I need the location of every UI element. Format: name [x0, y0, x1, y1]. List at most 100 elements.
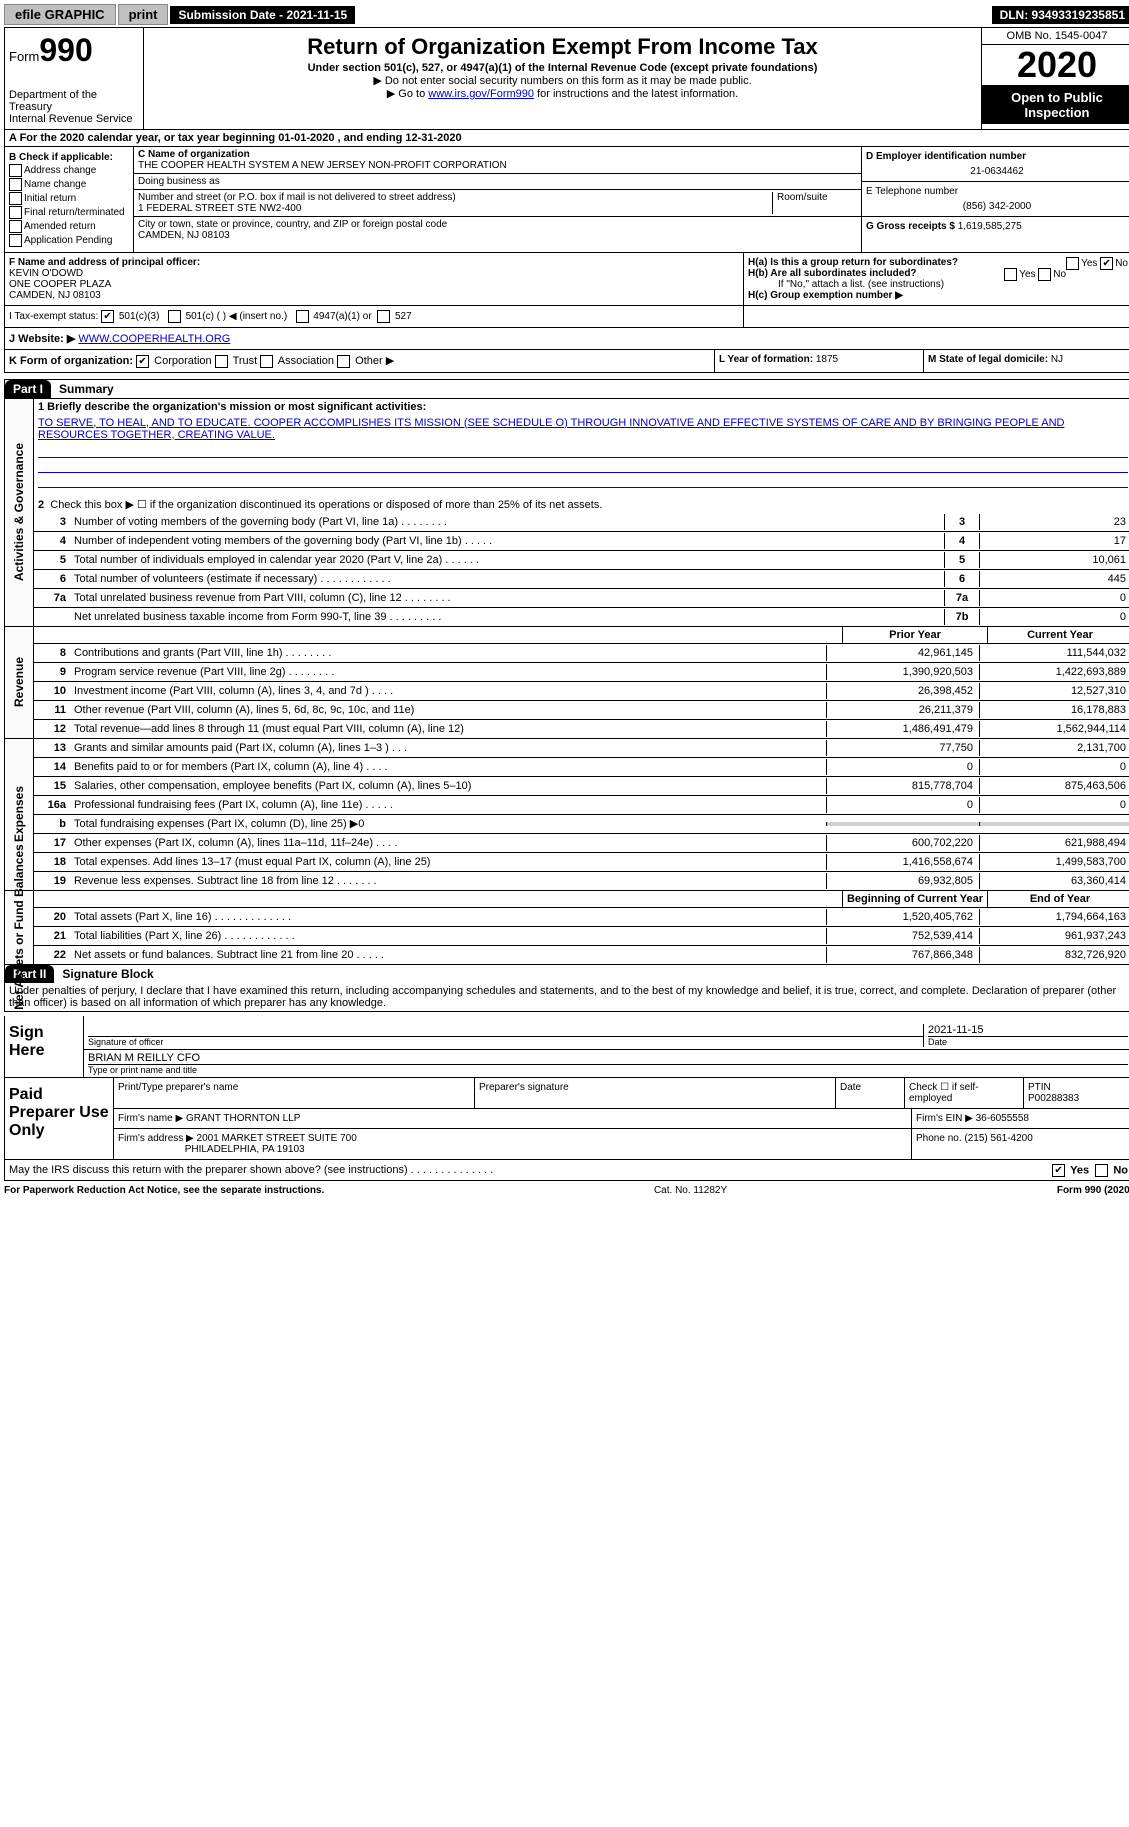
- checkbox-other[interactable]: [337, 355, 350, 368]
- current-year-header: Current Year: [987, 627, 1129, 643]
- checkbox-hb-yes[interactable]: [1004, 268, 1017, 281]
- ptin-value: P00288383: [1028, 1093, 1079, 1104]
- table-row: 14Benefits paid to or for members (Part …: [34, 758, 1129, 777]
- officer-name: KEVIN O'DOWD: [9, 268, 739, 279]
- omb-number: OMB No. 1545-0047: [982, 28, 1129, 45]
- sig-officer-label: Signature of officer: [88, 1037, 923, 1047]
- firm-addr-label: Firm's address ▶: [118, 1133, 194, 1144]
- checkbox-501c3[interactable]: [101, 310, 114, 323]
- side-label-gov: Activities & Governance: [5, 399, 34, 626]
- subtitle-3: ▶ Go to www.irs.gov/Form990 for instruct…: [148, 87, 977, 100]
- table-row: 20Total assets (Part X, line 16) . . . .…: [34, 908, 1129, 927]
- checkbox-ha-no[interactable]: [1100, 257, 1113, 270]
- table-row: 11Other revenue (Part VIII, column (A), …: [34, 701, 1129, 720]
- paid-preparer-label: Paid Preparer Use Only: [5, 1078, 113, 1159]
- checkbox-501c[interactable]: [168, 310, 181, 323]
- box-h: H(a) Is this a group return for subordin…: [744, 253, 1129, 305]
- table-row: 3Number of voting members of the governi…: [34, 513, 1129, 532]
- gross-receipts: 1,619,585,275: [958, 221, 1022, 232]
- ein-value: 21-0634462: [866, 166, 1128, 177]
- checkbox-527[interactable]: [377, 310, 390, 323]
- checkbox-discuss-yes[interactable]: [1052, 1164, 1065, 1177]
- table-row: 22Net assets or fund balances. Subtract …: [34, 946, 1129, 964]
- row-f-h: F Name and address of principal officer:…: [4, 253, 1129, 306]
- table-row: 9Program service revenue (Part VIII, lin…: [34, 663, 1129, 682]
- row-i: I Tax-exempt status: 501(c)(3) 501(c) ( …: [4, 306, 1129, 328]
- sign-here-block: Sign Here Signature of officer 2021-11-1…: [4, 1016, 1129, 1181]
- table-row: 5Total number of individuals employed in…: [34, 551, 1129, 570]
- checkbox-final-return[interactable]: [9, 206, 22, 219]
- part1-header: Part ISummary: [4, 379, 1129, 398]
- table-row: 15Salaries, other compensation, employee…: [34, 777, 1129, 796]
- checkbox-hb-no[interactable]: [1038, 268, 1051, 281]
- side-label-rev: Revenue: [5, 627, 34, 738]
- checkbox-initial-return[interactable]: [9, 192, 22, 205]
- firm-name: GRANT THORNTON LLP: [186, 1113, 300, 1124]
- activities-governance-section: Activities & Governance 1 Briefly descri…: [4, 398, 1129, 627]
- revenue-section: Revenue Prior Year Current Year 8Contrib…: [4, 627, 1129, 739]
- table-row: 18Total expenses. Add lines 13–17 (must …: [34, 853, 1129, 872]
- city-label: City or town, state or province, country…: [138, 219, 857, 230]
- blank-line: [38, 443, 1128, 458]
- firm-addr1: 2001 MARKET STREET SUITE 700: [197, 1133, 357, 1144]
- checkbox-address-change[interactable]: [9, 164, 22, 177]
- officer-addr1: ONE COOPER PLAZA: [9, 279, 739, 290]
- checkbox-4947[interactable]: [296, 310, 309, 323]
- preparer-name-header: Print/Type preparer's name: [114, 1078, 475, 1108]
- checkbox-name-change[interactable]: [9, 178, 22, 191]
- print-button[interactable]: print: [118, 4, 169, 25]
- checkbox-ha-yes[interactable]: [1066, 257, 1079, 270]
- blank-line: [38, 458, 1128, 473]
- efile-button[interactable]: efile GRAPHIC: [4, 4, 116, 25]
- footer-left: For Paperwork Reduction Act Notice, see …: [4, 1185, 324, 1196]
- blank-line: [38, 473, 1128, 488]
- form-left: Form990 Department of the Treasury Inter…: [5, 28, 144, 129]
- topbar: efile GRAPHIC print Submission Date - 20…: [4, 4, 1129, 25]
- table-row: Net unrelated business taxable income fr…: [34, 608, 1129, 626]
- submission-date: Submission Date - 2021-11-15: [170, 6, 355, 24]
- form990-link[interactable]: www.irs.gov/Form990: [428, 88, 534, 100]
- end-year-header: End of Year: [987, 891, 1129, 907]
- checkbox-assoc[interactable]: [260, 355, 273, 368]
- footer-cat-no: Cat. No. 11282Y: [324, 1185, 1057, 1196]
- sign-here-label: Sign Here: [5, 1016, 84, 1077]
- table-row: 7aTotal unrelated business revenue from …: [34, 589, 1129, 608]
- table-row: 16aProfessional fundraising fees (Part I…: [34, 796, 1129, 815]
- hc-label: H(c) Group exemption number ▶: [748, 290, 903, 301]
- checkbox-discuss-no[interactable]: [1095, 1164, 1108, 1177]
- checkbox-application-pending[interactable]: [9, 234, 22, 247]
- table-row: 6Total number of volunteers (estimate if…: [34, 570, 1129, 589]
- phone-value: (215) 561-4200: [964, 1133, 1032, 1144]
- addr-label: Number and street (or P.O. box if mail i…: [138, 192, 772, 203]
- officer-addr2: CAMDEN, NJ 08103: [9, 290, 739, 301]
- table-row: 10Investment income (Part VIII, column (…: [34, 682, 1129, 701]
- irs-label: Internal Revenue Service: [9, 113, 139, 125]
- self-employed-label: Check ☐ if self-employed: [905, 1078, 1024, 1108]
- part2-header: Part IISignature Block: [4, 965, 1129, 983]
- table-row: 8Contributions and grants (Part VIII, li…: [34, 644, 1129, 663]
- q1-label: 1 Briefly describe the organization's mi…: [34, 399, 1129, 415]
- page-footer: For Paperwork Reduction Act Notice, see …: [4, 1181, 1129, 1200]
- form-prefix: Form: [9, 49, 39, 64]
- open-public-badge: Open to Public Inspection: [982, 86, 1129, 124]
- table-row: bTotal fundraising expenses (Part IX, co…: [34, 815, 1129, 834]
- beginning-year-header: Beginning of Current Year: [842, 891, 987, 907]
- org-name: THE COOPER HEALTH SYSTEM A NEW JERSEY NO…: [138, 160, 857, 171]
- line-a: A For the 2020 calendar year, or tax yea…: [4, 130, 1129, 147]
- checkbox-trust[interactable]: [215, 355, 228, 368]
- block-b-c-d-e-g: B Check if applicable: Address change Na…: [4, 147, 1129, 253]
- checkbox-amended[interactable]: [9, 220, 22, 233]
- city-state-zip: CAMDEN, NJ 08103: [138, 230, 857, 241]
- dept-treasury: Department of the Treasury: [9, 89, 139, 113]
- website-link[interactable]: WWW.COOPERHEALTH.ORG: [78, 333, 230, 345]
- box-c: C Name of organization THE COOPER HEALTH…: [134, 147, 861, 252]
- checkbox-corp[interactable]: [136, 355, 149, 368]
- box-c-label: C Name of organization: [138, 149, 857, 160]
- form-header: Form990 Department of the Treasury Inter…: [4, 27, 1129, 130]
- year-formation: 1875: [816, 354, 838, 365]
- box-f: F Name and address of principal officer:…: [5, 253, 744, 305]
- subtitle-1: Under section 501(c), 527, or 4947(a)(1)…: [148, 62, 977, 74]
- prior-year-header: Prior Year: [842, 627, 987, 643]
- form-title: Return of Organization Exempt From Incom…: [148, 34, 977, 60]
- ptin-label: PTIN: [1028, 1082, 1051, 1093]
